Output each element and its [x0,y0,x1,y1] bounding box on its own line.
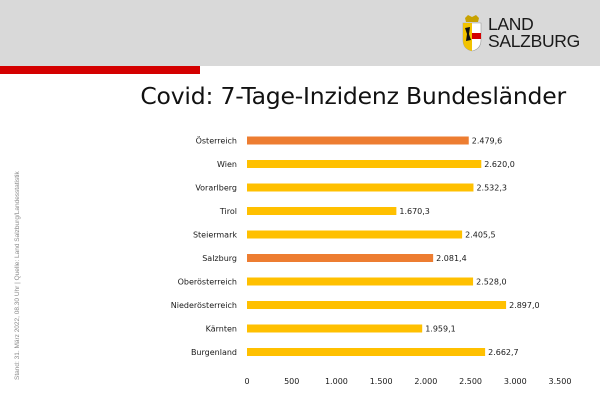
bar-wien [247,160,482,168]
category-labels: Österreich Wien Vorarlberg Tirol Steiermark S… [171,136,238,358]
logo-line2: SALZBURG [488,31,580,51]
value-label: 2.532,3 [476,184,507,193]
bar-k-rnten [247,324,423,333]
value-label: 1.670,3 [399,207,430,216]
bar-burgenland [247,348,486,356]
bar-steiermark [247,230,463,239]
bars [247,136,507,356]
x-tick-label: 0 [244,377,249,386]
category-label: Tirol [219,207,237,216]
bar-vorarlberg [247,183,474,192]
accent-red-bar [0,66,200,74]
category-label: Wien [217,160,237,169]
x-tick-label: 1.500 [370,377,393,386]
coat-of-arms-icon [462,15,482,52]
value-label: 2.662,7 [488,348,519,357]
value-label: 2.405,5 [465,231,496,240]
category-label: Salzburg [202,254,237,263]
category-label: Burgenland [191,348,237,357]
bar--sterreich [247,136,469,145]
x-tick-label: 3.000 [504,377,527,386]
value-label: 1.959,1 [425,325,456,334]
value-label: 2.528,0 [476,278,507,287]
category-label: Vorarlberg [195,184,237,193]
bar-salzburg [247,254,434,262]
value-label: 2.479,6 [472,137,503,146]
x-tick-label: 500 [284,377,299,386]
value-label: 2.081,4 [436,254,467,263]
bar-ober-sterreich [247,277,474,286]
value-labels: 2.479,6 2.620,0 2.532,3 1.670,3 2.405,5 2.081… [399,137,539,358]
x-tick-label: 3.500 [549,377,572,386]
category-label: Österreich [196,136,237,146]
x-axis: 0 500 1.000 1.500 2.000 2.500 3.000 3.500 [244,377,571,386]
land-salzburg-logo: LAND SALZBURG [462,13,580,53]
category-label: Steiermark [193,231,237,240]
category-label: Oberösterreich [178,278,237,287]
logo-line1: LAND [488,14,534,34]
bar-tirol [247,207,397,215]
value-label: 2.897,0 [509,301,540,310]
category-label: Kärnten [206,325,237,334]
bar-nieder-sterreich [247,301,507,309]
category-label: Niederösterreich [171,301,237,310]
value-label: 2.620,0 [484,160,515,169]
x-tick-label: 2.000 [414,377,437,386]
page-title: Covid: 7-Tage-Inzidenz Bundesländer [140,82,566,110]
x-tick-label: 1.000 [325,377,348,386]
header-band [0,0,600,66]
x-tick-label: 2.500 [459,377,482,386]
